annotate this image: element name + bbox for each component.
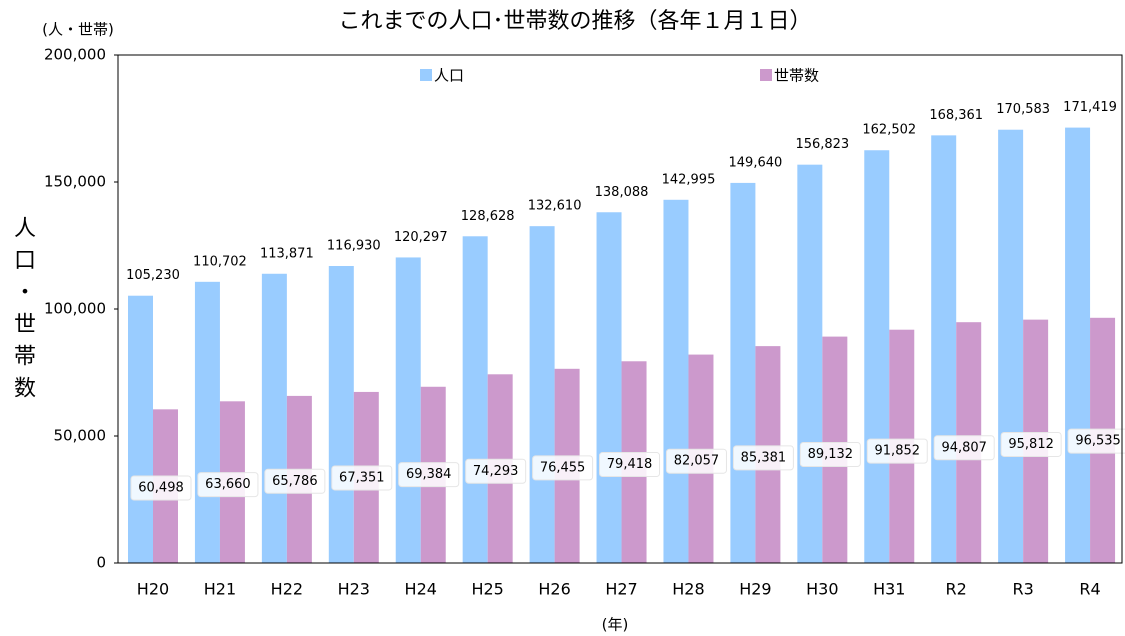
value-label-box xyxy=(197,472,259,498)
bar xyxy=(998,129,1024,563)
bar xyxy=(128,295,153,563)
value-label: 60,498 xyxy=(138,481,184,496)
value-label: 110,702 xyxy=(193,254,247,269)
x-tick-label: H20 xyxy=(137,580,169,599)
x-tick-label: H29 xyxy=(739,580,771,599)
x-axis-label: (年) xyxy=(602,616,629,634)
value-label-box xyxy=(398,462,460,488)
value-label-box xyxy=(130,475,192,501)
bar xyxy=(395,257,421,563)
chart-title: これまでの人口･世帯数の推移（各年１月１日） xyxy=(338,9,811,34)
value-label: 91,852 xyxy=(875,444,921,459)
bar xyxy=(462,236,488,563)
value-label-box xyxy=(465,458,527,484)
x-tick-label: H24 xyxy=(405,580,437,599)
x-tick-label: H26 xyxy=(538,580,570,599)
unit-label: (人・世帯) xyxy=(42,21,114,39)
x-tick-label: R3 xyxy=(1012,580,1033,599)
value-label: 113,871 xyxy=(260,246,314,261)
legend-swatch xyxy=(420,69,432,81)
legend-label: 人口 xyxy=(434,67,464,85)
value-label-box xyxy=(866,438,928,464)
value-label: 74,293 xyxy=(473,464,519,479)
bar xyxy=(864,150,890,563)
y-tick-label: 100,000 xyxy=(44,300,106,318)
value-label-box xyxy=(1067,428,1125,454)
plot-border xyxy=(117,54,1123,564)
bar xyxy=(931,135,957,564)
x-tick-label: H22 xyxy=(271,580,303,599)
value-label: 89,132 xyxy=(808,447,854,462)
value-label: 79,418 xyxy=(607,457,653,472)
value-label-box xyxy=(1000,431,1062,457)
bar xyxy=(194,281,220,563)
legend-swatch xyxy=(760,69,772,81)
value-label: 116,930 xyxy=(327,238,381,253)
value-label: 156,823 xyxy=(795,137,849,152)
value-label: 105,230 xyxy=(126,268,180,283)
y-tick-label: 0 xyxy=(96,554,106,572)
value-label: 149,640 xyxy=(729,155,783,170)
x-tick-label: R4 xyxy=(1079,580,1100,599)
value-label: 94,807 xyxy=(941,440,987,455)
value-label: 76,455 xyxy=(540,460,586,475)
value-label: 96,535 xyxy=(1075,434,1121,449)
value-label: 120,297 xyxy=(394,230,448,245)
value-label: 69,384 xyxy=(406,467,452,482)
value-label: 132,610 xyxy=(528,199,582,214)
value-label: 142,995 xyxy=(662,172,716,187)
y-tick-label: 50,000 xyxy=(54,427,107,445)
value-label-box xyxy=(599,452,661,478)
bar xyxy=(730,182,756,563)
x-tick-label: H30 xyxy=(806,580,838,599)
value-label: 170,583 xyxy=(996,102,1050,117)
x-tick-label: H27 xyxy=(605,580,637,599)
bar xyxy=(261,273,287,563)
value-label: 162,502 xyxy=(862,123,916,138)
bar xyxy=(328,265,354,563)
bar xyxy=(596,212,622,564)
x-tick-label: H25 xyxy=(471,580,503,599)
bar xyxy=(1065,127,1091,564)
value-label-box xyxy=(732,445,794,471)
value-label-box xyxy=(665,448,727,474)
value-label-box xyxy=(933,435,995,461)
x-tick-label: H28 xyxy=(672,580,704,599)
value-label: 95,812 xyxy=(1008,437,1054,452)
y-axis-label: 人口・世帯数 xyxy=(10,216,36,408)
value-label: 67,351 xyxy=(339,470,385,485)
value-label-box xyxy=(331,465,393,491)
value-label: 171,419 xyxy=(1063,100,1117,115)
value-label: 63,660 xyxy=(205,477,251,492)
bar xyxy=(529,226,555,563)
value-label: 138,088 xyxy=(595,185,649,200)
x-tick-label: H23 xyxy=(338,580,370,599)
value-label-box xyxy=(799,442,861,467)
bar xyxy=(797,164,823,563)
x-tick-label: H21 xyxy=(204,580,236,599)
value-label: 128,628 xyxy=(461,209,515,224)
value-label-box xyxy=(532,455,594,481)
value-label: 168,361 xyxy=(929,108,983,123)
legend-label: 世帯数 xyxy=(774,67,819,85)
value-label: 85,381 xyxy=(741,450,787,465)
y-tick-label: 200,000 xyxy=(44,46,106,64)
value-label: 82,057 xyxy=(674,454,720,469)
y-tick-label: 150,000 xyxy=(44,173,106,191)
value-label-box xyxy=(264,468,326,494)
value-label: 65,786 xyxy=(272,474,318,489)
x-tick-label: H31 xyxy=(873,580,905,599)
bar xyxy=(663,199,689,563)
x-tick-label: R2 xyxy=(946,580,967,599)
